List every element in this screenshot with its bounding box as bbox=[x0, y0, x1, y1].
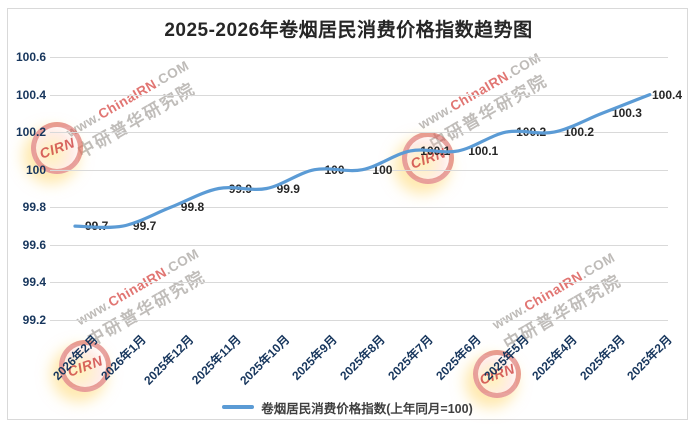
y-gridline bbox=[50, 207, 668, 209]
y-axis-tick-label: 99.4 bbox=[22, 275, 46, 290]
data-point-label: 99.7 bbox=[132, 219, 157, 234]
legend: 卷烟居民消费价格指数(上年同月=100) bbox=[7, 398, 688, 416]
y-gridline bbox=[50, 169, 668, 171]
y-gridline bbox=[50, 320, 668, 321]
data-point-label: 100.4 bbox=[652, 87, 683, 102]
data-point-label: 100.2 bbox=[516, 125, 547, 140]
y-axis-tick-label: 99.6 bbox=[22, 237, 46, 252]
data-point-label: 99.9 bbox=[228, 181, 253, 196]
y-axis-tick-label: 99.2 bbox=[22, 313, 46, 327]
data-point-label: 99.8 bbox=[180, 200, 205, 215]
chart-title: 2025-2026年卷烟居民消费价格指数趋势图 bbox=[164, 20, 533, 41]
y-axis-tick-label: 100 bbox=[25, 162, 46, 177]
y-gridline bbox=[50, 57, 668, 58]
y-axis-tick-label: 100.4 bbox=[15, 87, 46, 102]
data-point-label: 99.9 bbox=[276, 181, 300, 196]
data-point-label: 100 bbox=[324, 162, 345, 177]
y-axis-tick-label: 100.2 bbox=[15, 125, 46, 140]
data-point-label: 100.3 bbox=[611, 106, 642, 121]
y-gridline bbox=[50, 94, 668, 96]
y-axis-tick-label: 99.8 bbox=[22, 200, 46, 215]
chart-frame bbox=[7, 8, 688, 420]
y-gridline bbox=[50, 282, 668, 284]
data-point-label: 99.7 bbox=[85, 219, 109, 234]
data-point-label: 100.1 bbox=[420, 143, 451, 158]
data-point-label: 100.1 bbox=[468, 143, 499, 158]
y-gridline bbox=[50, 244, 668, 246]
legend-label: 卷烟居民消费价格指数(上年同月=100) bbox=[261, 401, 473, 416]
data-point-label: 100.2 bbox=[564, 125, 595, 140]
data-point-label: 100 bbox=[372, 162, 393, 177]
y-axis-tick-label: 100.6 bbox=[15, 50, 46, 64]
legend-line-marker-icon bbox=[222, 405, 255, 409]
